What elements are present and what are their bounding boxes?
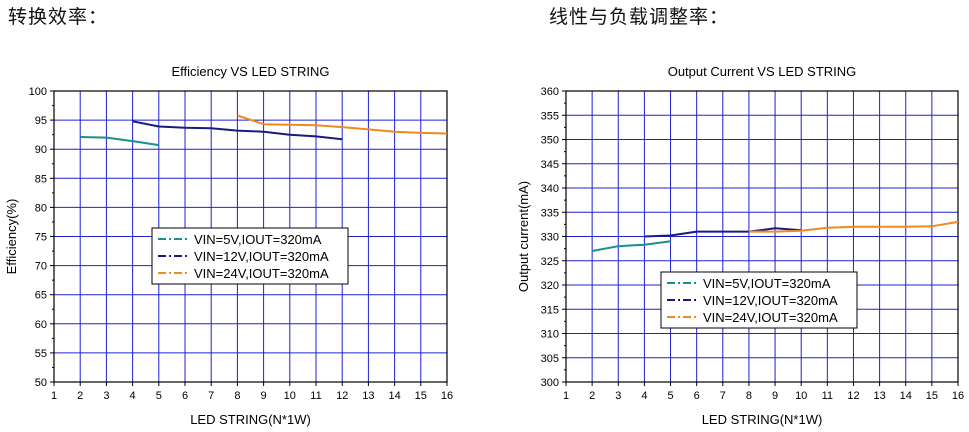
y-tick-label: 345 <box>541 159 559 171</box>
series-line-vin24 <box>237 114 448 135</box>
x-tick-label: 12 <box>336 390 348 402</box>
series-line-vin24 <box>748 220 959 233</box>
x-tick-label: 16 <box>441 390 453 402</box>
legend-label: VIN=5V,IOUT=320mA <box>703 276 831 291</box>
series-line-vin5 <box>80 136 159 147</box>
x-tick-label: 2 <box>77 390 83 402</box>
legend-box <box>151 227 349 285</box>
legend-label: VIN=12V,IOUT=320mA <box>703 293 838 308</box>
y-tick-label: 75 <box>35 232 47 244</box>
x-tick-label: 5 <box>156 390 162 402</box>
y-tick-label: 55 <box>35 348 47 360</box>
x-tick-label: 3 <box>615 390 621 402</box>
x-tick-label: 7 <box>208 390 214 402</box>
x-tick-label: 6 <box>694 390 700 402</box>
y-tick-label: 315 <box>541 304 559 316</box>
x-axis-label: LED STRING(N*1W) <box>190 412 311 427</box>
x-tick-label: 6 <box>182 390 188 402</box>
y-tick-label: 80 <box>35 202 47 214</box>
x-tick-label: 5 <box>667 390 673 402</box>
y-tick-label: 310 <box>541 329 559 341</box>
x-tick-label: 13 <box>362 390 374 402</box>
x-axis-label: LED STRING(N*1W) <box>702 412 823 427</box>
y-axis-label: Output current(mA) <box>516 181 531 292</box>
x-tick-label: 3 <box>103 390 109 402</box>
y-tick-label: 340 <box>541 183 559 195</box>
heading-line-load-regulation: 线性与负载调整率： <box>549 6 730 28</box>
legend-label: VIN=24V,IOUT=320mA <box>703 310 838 325</box>
x-tick-label: 10 <box>795 390 807 402</box>
y-tick-label: 300 <box>541 377 559 389</box>
y-tick-label: 330 <box>541 232 559 244</box>
series-line-vin12 <box>644 227 802 238</box>
y-tick-label: 320 <box>541 280 559 292</box>
y-tick-label: 65 <box>35 290 47 302</box>
y-tick-label: 305 <box>541 353 559 365</box>
x-tick-label: 11 <box>822 390 833 402</box>
x-tick-label: 9 <box>261 390 267 402</box>
y-tick-label: 85 <box>35 173 47 185</box>
legend-label: VIN=24V,IOUT=320mA <box>194 266 329 281</box>
x-tick-label: 9 <box>772 390 778 402</box>
y-tick-label: 50 <box>35 377 47 389</box>
x-tick-label: 4 <box>641 390 647 402</box>
x-tick-label: 8 <box>234 390 240 402</box>
x-tick-label: 15 <box>926 390 938 402</box>
x-tick-label: 15 <box>415 390 427 402</box>
legend-label: VIN=12V,IOUT=320mA <box>194 249 329 264</box>
x-tick-label: 10 <box>284 390 296 402</box>
heading-conversion-efficiency: 转换效率： <box>8 6 109 28</box>
y-axis-label: Efficiency(%) <box>4 199 19 275</box>
x-tick-label: 1 <box>563 390 569 402</box>
y-tick-label: 350 <box>541 135 559 147</box>
x-tick-label: 14 <box>388 390 400 402</box>
y-tick-label: 60 <box>35 319 47 331</box>
x-tick-label: 16 <box>952 390 964 402</box>
x-tick-label: 7 <box>720 390 726 402</box>
y-tick-label: 360 <box>541 86 559 98</box>
x-tick-label: 12 <box>847 390 859 402</box>
x-tick-label: 13 <box>873 390 885 402</box>
y-tick-label: 325 <box>541 256 559 268</box>
chart-title: Efficiency VS LED STRING <box>172 64 330 79</box>
x-tick-label: 2 <box>589 390 595 402</box>
x-tick-label: 11 <box>310 390 321 402</box>
x-tick-label: 14 <box>900 390 912 402</box>
legend-label: VIN=5V,IOUT=320mA <box>194 232 322 247</box>
y-tick-label: 355 <box>541 110 559 122</box>
legend-box <box>660 271 858 329</box>
y-tick-label: 335 <box>541 207 559 219</box>
chart-efficiency: 1 2 3 4 5 6 7 8 9 10 11 12 13 14 15 1650556065707580859… <box>4 64 453 427</box>
series-line-vin12 <box>132 120 343 141</box>
y-tick-label: 100 <box>29 86 47 98</box>
y-tick-label: 95 <box>35 115 47 127</box>
chart-title: Output Current VS LED STRING <box>668 64 857 79</box>
y-tick-label: 90 <box>35 144 47 156</box>
chart-output-current: 1 2 3 4 5 6 7 8 9 10 11 12 13 14 15 1630030531031532032… <box>516 64 964 427</box>
y-tick-label: 70 <box>35 261 47 273</box>
x-tick-label: 4 <box>130 390 136 402</box>
x-tick-label: 1 <box>51 390 57 402</box>
x-tick-label: 8 <box>746 390 752 402</box>
series-line-vin5 <box>591 240 671 252</box>
